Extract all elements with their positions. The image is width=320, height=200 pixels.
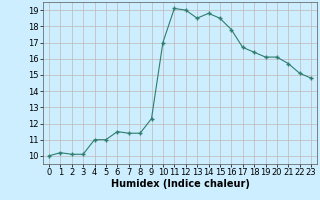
X-axis label: Humidex (Indice chaleur): Humidex (Indice chaleur) <box>111 179 249 189</box>
